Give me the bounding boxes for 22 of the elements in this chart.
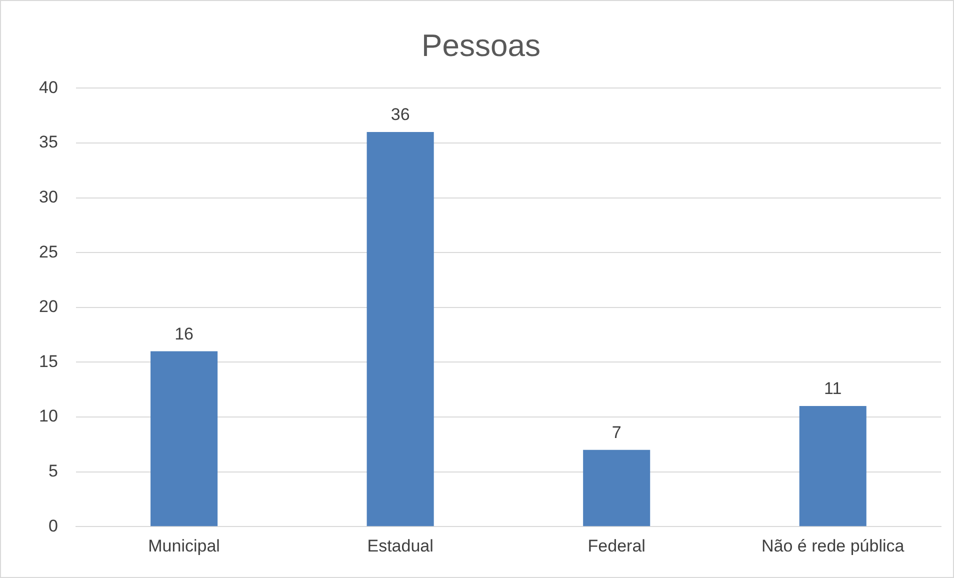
bar: [799, 406, 866, 526]
bar: [583, 450, 650, 526]
x-tick-label: Estadual: [367, 536, 434, 556]
data-label: 16: [174, 324, 194, 344]
y-tick-label: 35: [38, 132, 58, 152]
bar: [150, 351, 218, 526]
y-tick-label: 30: [38, 187, 58, 206]
data-label: 11: [824, 379, 842, 398]
x-tick-label: Municipal: [148, 536, 220, 556]
x-tick-label: Não é rede pública: [762, 536, 905, 556]
x-tick-label: Federal: [588, 536, 646, 556]
y-tick-label: 15: [38, 352, 58, 371]
bar: [366, 132, 434, 526]
chart-title: Pessoas: [422, 28, 540, 64]
y-tick-label: 20: [38, 297, 58, 316]
data-label: 7: [612, 423, 622, 442]
y-tick-label: 40: [38, 78, 58, 97]
y-tick-label: 0: [48, 516, 58, 536]
y-tick-label: 25: [38, 242, 58, 262]
y-tick-label: 5: [48, 461, 58, 480]
y-tick-label: 10: [38, 406, 58, 426]
data-label: 36: [390, 105, 410, 124]
